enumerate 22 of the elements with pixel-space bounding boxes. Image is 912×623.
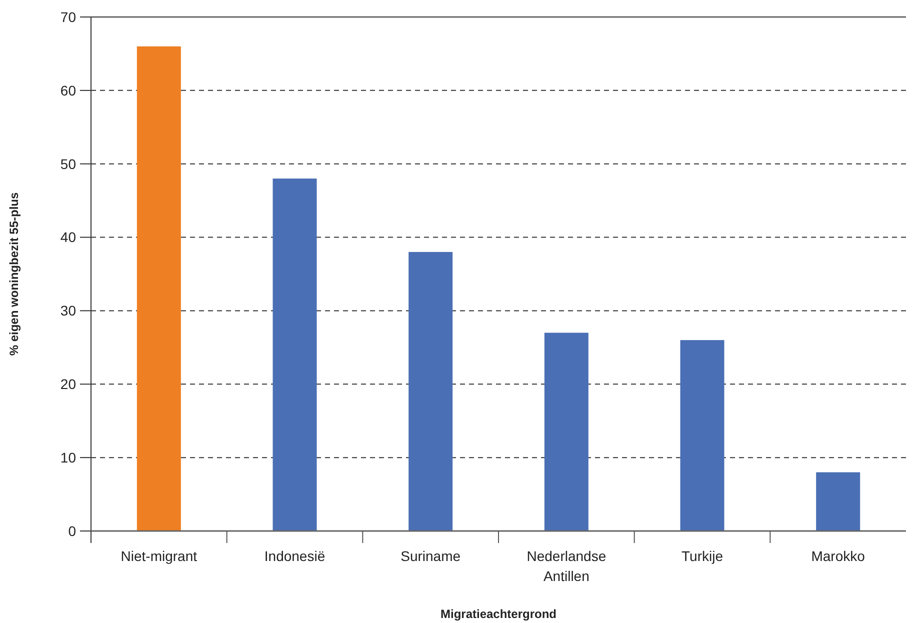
bar — [680, 340, 724, 531]
bar — [136, 46, 181, 531]
x-axis-title: Migratieachtergrond — [440, 607, 557, 621]
x-tick-label: Indonesië — [264, 548, 326, 564]
y-tick-label: 0 — [68, 522, 76, 539]
x-tick-label: Niet-migrant — [120, 548, 198, 564]
bar — [544, 332, 588, 531]
y-tick-label: 30 — [60, 302, 76, 319]
bar — [272, 178, 317, 531]
x-tick-label: Nederlandse Antillen — [526, 548, 606, 584]
y-axis-title: % eigen woningbezit 55-plus — [7, 192, 21, 356]
x-tick-label: Turkije — [682, 548, 724, 564]
y-tick-label: 50 — [60, 156, 76, 172]
y-tick-label: 60 — [60, 82, 76, 98]
bar — [816, 472, 860, 531]
x-tick-label: Suriname — [400, 548, 461, 564]
y-tick-label: 40 — [60, 229, 76, 246]
y-tick-label: 10 — [60, 449, 76, 466]
bar — [408, 252, 453, 531]
y-tick-label: 70 — [60, 8, 76, 25]
y-tick-label: 20 — [60, 376, 76, 392]
x-tick-label: Marokko — [811, 548, 866, 564]
